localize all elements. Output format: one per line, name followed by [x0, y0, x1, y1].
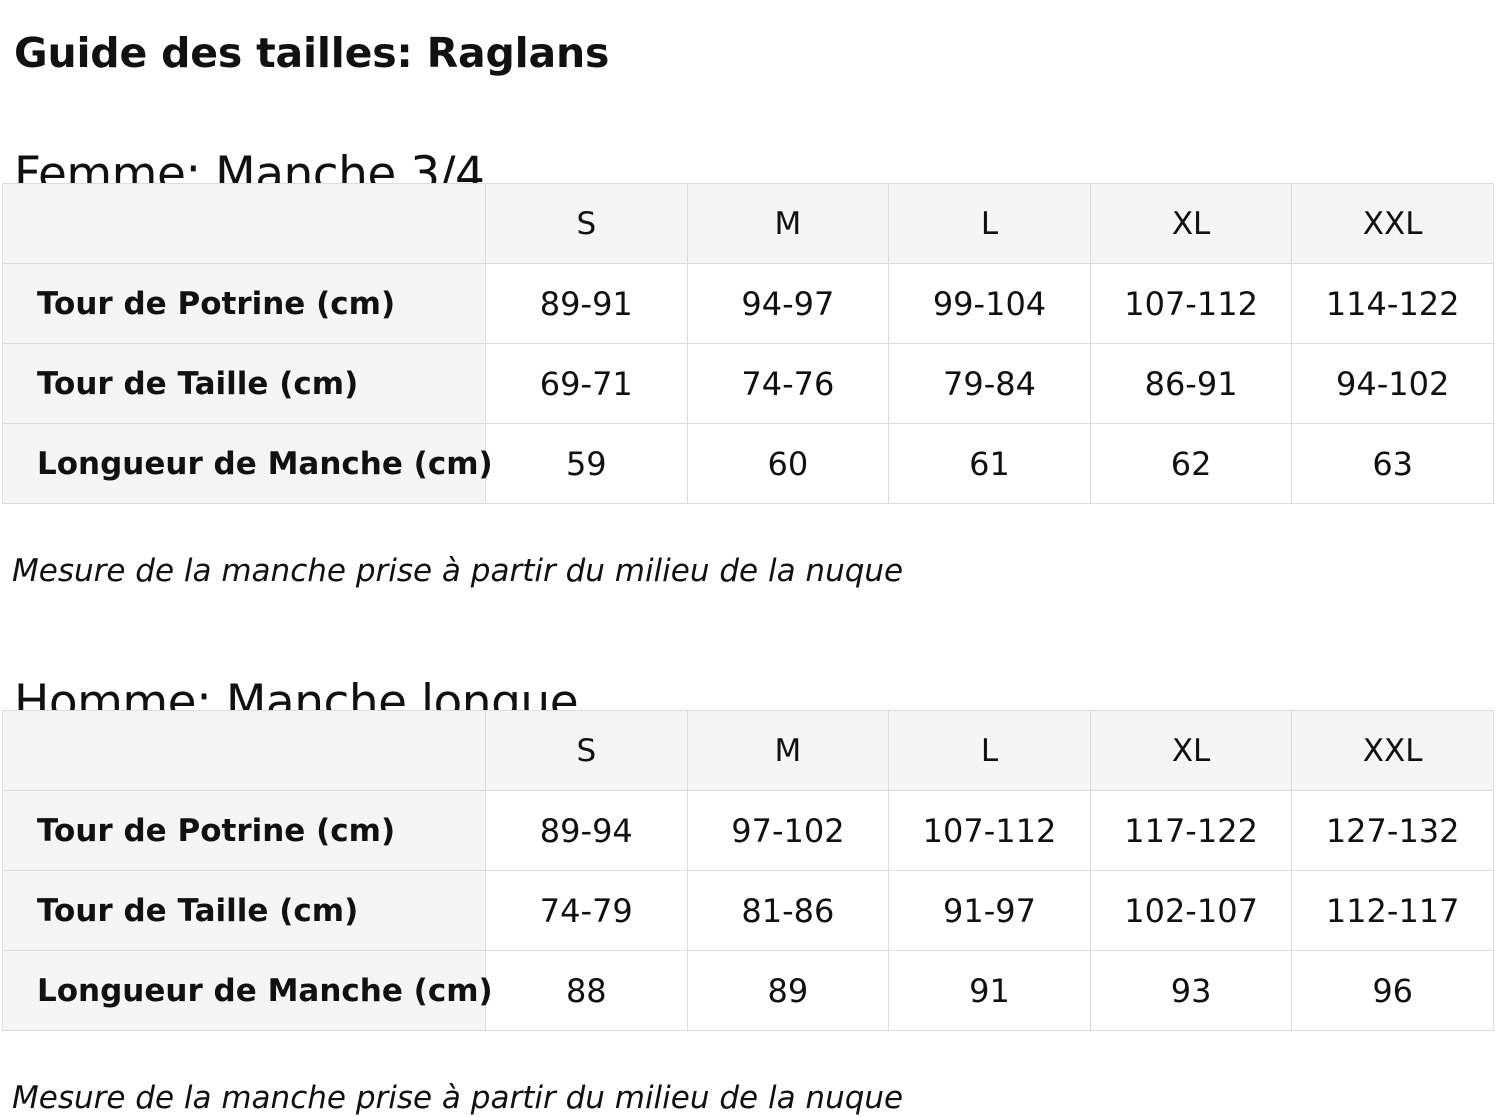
cell-sleeve-l: 91 — [888, 950, 1091, 1031]
page-title: Guide des tailles: Raglans — [14, 29, 610, 78]
table-row: Tour de Taille (cm) 69-71 74-76 79-84 86… — [2, 343, 1494, 424]
table-corner-cell — [2, 710, 486, 791]
size-table-women: S M L XL XXL Tour de Potrine (cm) 89-91 … — [2, 183, 1494, 504]
cell-sleeve-xl: 62 — [1089, 423, 1293, 504]
cell-waist-xxl: 112-117 — [1291, 870, 1494, 951]
cell-chest-xl: 117-122 — [1089, 790, 1293, 871]
column-header-m: M — [686, 183, 890, 264]
table-body-men: Tour de Potrine (cm) 89-94 97-102 107-11… — [2, 790, 1494, 1031]
table-corner-cell — [2, 183, 486, 264]
cell-sleeve-m: 89 — [686, 950, 890, 1031]
table-body-women: Tour de Potrine (cm) 89-91 94-97 99-104 … — [2, 263, 1494, 504]
table-note-women: Mesure de la manche prise à partir du mi… — [12, 553, 904, 589]
cell-chest-s: 89-94 — [485, 790, 688, 871]
cell-sleeve-m: 60 — [686, 423, 890, 504]
cell-chest-xxl: 127-132 — [1291, 790, 1494, 871]
column-header-l: L — [888, 183, 1091, 264]
row-label-waist: Tour de Taille (cm) — [2, 343, 486, 424]
cell-sleeve-xxl: 63 — [1291, 423, 1494, 504]
size-guide-page: Guide des tailles: Raglans Femme: Manche… — [2, 29, 1494, 1116]
table-note-men: Mesure de la manche prise à partir du mi… — [12, 1080, 904, 1116]
column-header-s: S — [485, 183, 688, 264]
row-label-waist: Tour de Taille (cm) — [2, 870, 486, 951]
cell-waist-s: 74-79 — [485, 870, 688, 951]
table-row: Longueur de Manche (cm) 88 89 91 93 96 — [2, 950, 1494, 1031]
cell-sleeve-xl: 93 — [1089, 950, 1293, 1031]
cell-sleeve-l: 61 — [888, 423, 1091, 504]
table-header-row: S M L XL XXL — [2, 710, 1494, 791]
cell-chest-l: 99-104 — [888, 263, 1091, 344]
cell-waist-m: 81-86 — [686, 870, 890, 951]
column-header-s: S — [485, 710, 688, 791]
cell-waist-l: 91-97 — [888, 870, 1091, 951]
row-label-sleeve: Longueur de Manche (cm) — [2, 423, 493, 504]
cell-waist-l: 79-84 — [888, 343, 1091, 424]
cell-chest-xl: 107-112 — [1089, 263, 1293, 344]
column-header-xxl: XXL — [1291, 710, 1494, 791]
table-header-row: S M L XL XXL — [2, 183, 1494, 264]
table-row: Longueur de Manche (cm) 59 60 61 62 63 — [2, 423, 1494, 504]
row-label-chest: Tour de Potrine (cm) — [2, 790, 486, 871]
table-header-men: S M L XL XXL — [2, 710, 1494, 791]
cell-waist-m: 74-76 — [686, 343, 890, 424]
column-header-xl: XL — [1089, 710, 1293, 791]
row-label-chest: Tour de Potrine (cm) — [2, 263, 486, 344]
size-table-men: S M L XL XXL Tour de Potrine (cm) 89-94 … — [2, 710, 1494, 1031]
row-label-sleeve: Longueur de Manche (cm) — [2, 950, 493, 1031]
cell-waist-xxl: 94-102 — [1291, 343, 1494, 424]
cell-sleeve-s: 59 — [485, 423, 688, 504]
cell-sleeve-s: 88 — [485, 950, 688, 1031]
cell-waist-xl: 102-107 — [1089, 870, 1293, 951]
cell-chest-s: 89-91 — [485, 263, 688, 344]
cell-sleeve-xxl: 96 — [1291, 950, 1494, 1031]
table-header-women: S M L XL XXL — [2, 183, 1494, 264]
cell-chest-m: 94-97 — [686, 263, 890, 344]
column-header-xxl: XXL — [1291, 183, 1494, 264]
table-row: Tour de Potrine (cm) 89-91 94-97 99-104 … — [2, 263, 1494, 344]
cell-chest-m: 97-102 — [686, 790, 890, 871]
column-header-m: M — [686, 710, 890, 791]
column-header-xl: XL — [1089, 183, 1293, 264]
cell-chest-l: 107-112 — [888, 790, 1091, 871]
column-header-l: L — [888, 710, 1091, 791]
table-row: Tour de Taille (cm) 74-79 81-86 91-97 10… — [2, 870, 1494, 951]
cell-waist-s: 69-71 — [485, 343, 688, 424]
table-row: Tour de Potrine (cm) 89-94 97-102 107-11… — [2, 790, 1494, 871]
cell-chest-xxl: 114-122 — [1291, 263, 1494, 344]
cell-waist-xl: 86-91 — [1089, 343, 1293, 424]
